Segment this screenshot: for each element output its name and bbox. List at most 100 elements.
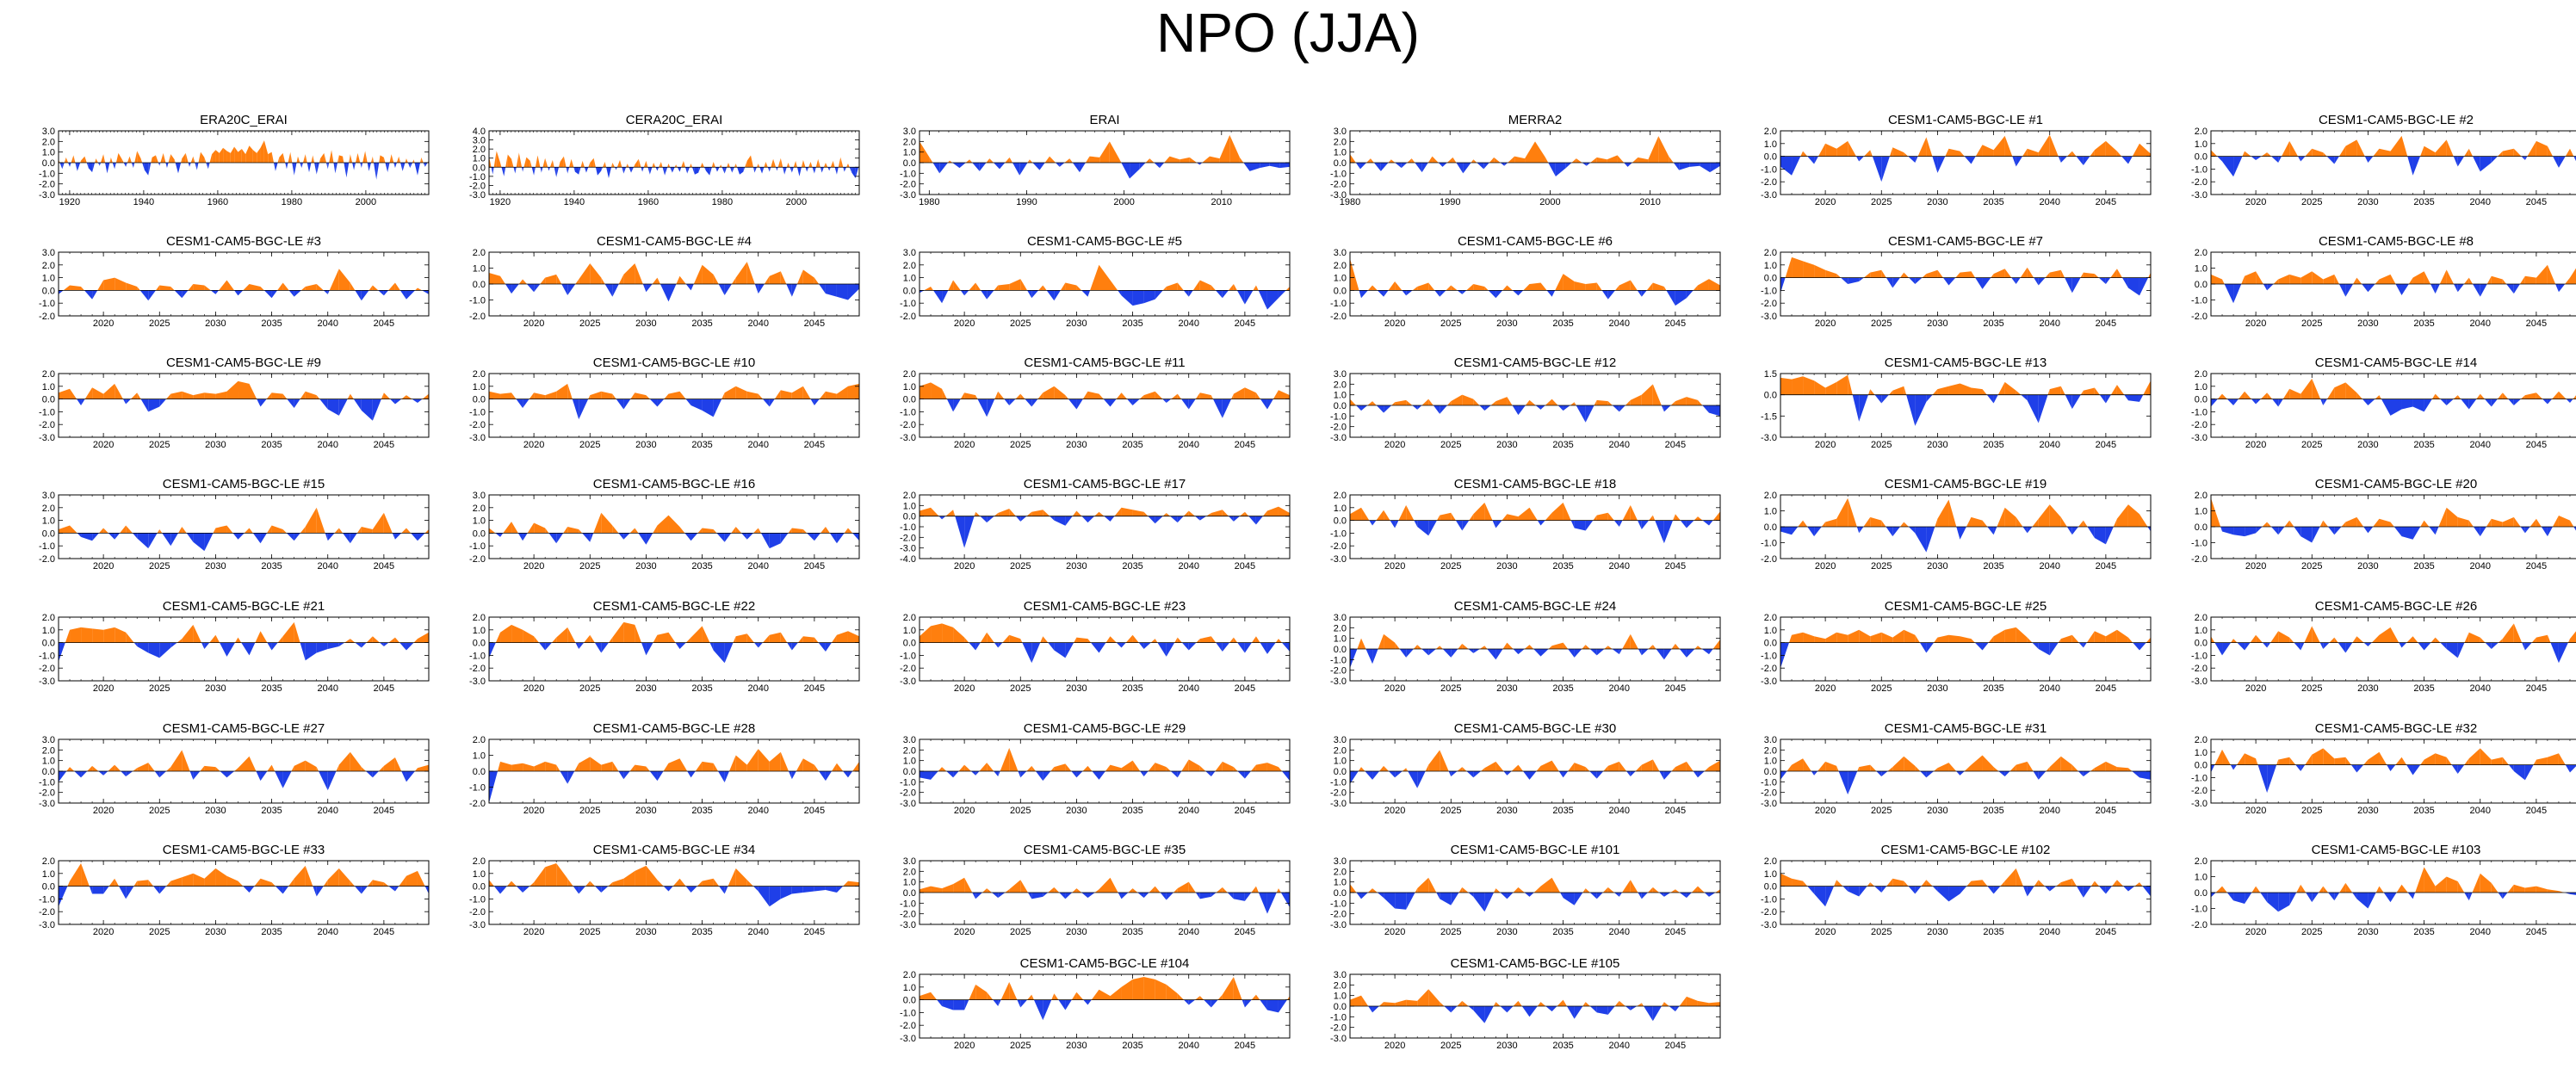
positive-area	[769, 271, 781, 284]
negative-area	[1942, 277, 1949, 286]
panel-title: CESM1-CAM5-BGC-LE #5	[1027, 234, 1182, 249]
y-tick-label: -3.0	[1330, 190, 1347, 201]
positive-area	[689, 164, 691, 168]
negative-area	[1456, 163, 1464, 174]
positive-area	[2356, 277, 2362, 284]
y-tick-label: -1.0	[2191, 164, 2208, 175]
negative-area	[724, 284, 732, 295]
positive-area	[1436, 515, 1440, 521]
negative-area	[399, 642, 406, 651]
y-tick-label: 1.0	[473, 264, 486, 275]
positive-area	[690, 626, 703, 643]
positive-area	[2569, 268, 2576, 284]
negative-area	[1586, 163, 1591, 166]
positive-area	[204, 392, 216, 399]
y-tick-label: 3.0	[42, 248, 55, 258]
chart-panel: ERA20C_ERAI 1920 1940 1960 1980 2000 3.0 2.0 1.0…	[9, 112, 439, 207]
negative-area	[2547, 399, 2553, 405]
positive-area	[103, 383, 115, 399]
negative-area	[604, 284, 613, 297]
positive-area	[417, 632, 429, 643]
positive-area	[137, 151, 141, 163]
positive-area	[1525, 141, 1535, 163]
negative-area	[2480, 527, 2486, 537]
negative-area	[980, 516, 988, 523]
positive-area	[1099, 393, 1104, 399]
negative-area	[285, 163, 287, 170]
positive-area	[2457, 395, 2461, 399]
positive-area	[1350, 258, 1359, 291]
negative-area	[618, 533, 624, 540]
negative-area	[139, 290, 149, 301]
positive-area	[545, 528, 549, 534]
positive-area	[1150, 639, 1155, 643]
negative-area	[762, 399, 770, 407]
positive-area	[756, 164, 759, 168]
positive-area	[2334, 382, 2346, 399]
y-tick-label: -3.0	[39, 433, 55, 443]
negative-area	[1576, 405, 1586, 423]
positive-area	[746, 391, 759, 399]
positive-area	[2262, 522, 2268, 527]
panel-title: CESM1-CAM5-BGC-LE #1	[1888, 113, 2043, 127]
positive-area	[2027, 148, 2039, 157]
positive-area	[2439, 269, 2447, 284]
negative-area	[417, 163, 421, 176]
negative-area	[2233, 156, 2243, 177]
positive-area	[257, 147, 261, 163]
x-tick-label: 2025	[1440, 318, 1461, 329]
positive-area	[1233, 387, 1245, 399]
positive-area	[1836, 274, 1842, 278]
x-tick-label: 2035	[1552, 440, 1573, 450]
negative-area	[1412, 405, 1418, 410]
positive-area	[818, 158, 820, 168]
y-tick-label: -1.0	[900, 651, 916, 661]
positive-area	[1462, 394, 1474, 405]
positive-area	[1082, 391, 1088, 399]
panel-title: CESM1-CAM5-BGC-LE #2	[2319, 113, 2474, 127]
negative-area	[534, 167, 536, 176]
negative-area	[2334, 527, 2342, 535]
negative-area	[137, 533, 149, 549]
negative-area	[406, 642, 414, 651]
positive-area	[1076, 510, 1082, 516]
negative-area	[1009, 399, 1016, 405]
positive-area	[166, 393, 171, 399]
positive-area	[168, 154, 171, 163]
positive-area	[1029, 159, 1033, 163]
negative-area	[2312, 527, 2320, 543]
negative-area	[1855, 156, 1860, 162]
positive-area	[969, 282, 976, 291]
negative-area	[1415, 163, 1422, 173]
x-tick-label: 2035	[1122, 440, 1142, 450]
negative-area	[1859, 277, 1864, 282]
positive-area	[1960, 151, 1965, 157]
x-tick-label: 2045	[2526, 440, 2547, 450]
positive-area	[2078, 520, 2084, 527]
negative-area	[1402, 290, 1407, 296]
y-tick-label: 0.0	[1764, 391, 1777, 401]
chart-panel: CERA20C_ERAI 1920 1940 1960 1980 2000 4.0 3.0 2.…	[439, 112, 870, 207]
positive-area	[953, 280, 961, 291]
y-tick-label: 1.0	[903, 501, 916, 511]
positive-area	[563, 156, 567, 168]
positive-area	[659, 161, 661, 168]
panel-title: CESM1-CAM5-BGC-LE #9	[166, 355, 321, 370]
negative-area	[818, 642, 826, 652]
y-tick-label: 1.0	[42, 382, 55, 392]
negative-area	[740, 167, 744, 175]
positive-area	[1244, 387, 1256, 399]
x-tick-label: 2045	[1235, 683, 1255, 694]
chart-panel: CESM1-CAM5-BGC-LE #11 2020 2025 2030 2035 204…	[870, 355, 1300, 450]
negative-area	[516, 399, 523, 408]
y-tick-label: -3.0	[1330, 554, 1347, 565]
negative-area	[690, 399, 703, 411]
negative-area	[215, 290, 219, 294]
positive-area	[1803, 261, 1815, 278]
negative-area	[579, 167, 581, 175]
negative-area	[670, 167, 672, 173]
positive-area	[846, 164, 848, 168]
